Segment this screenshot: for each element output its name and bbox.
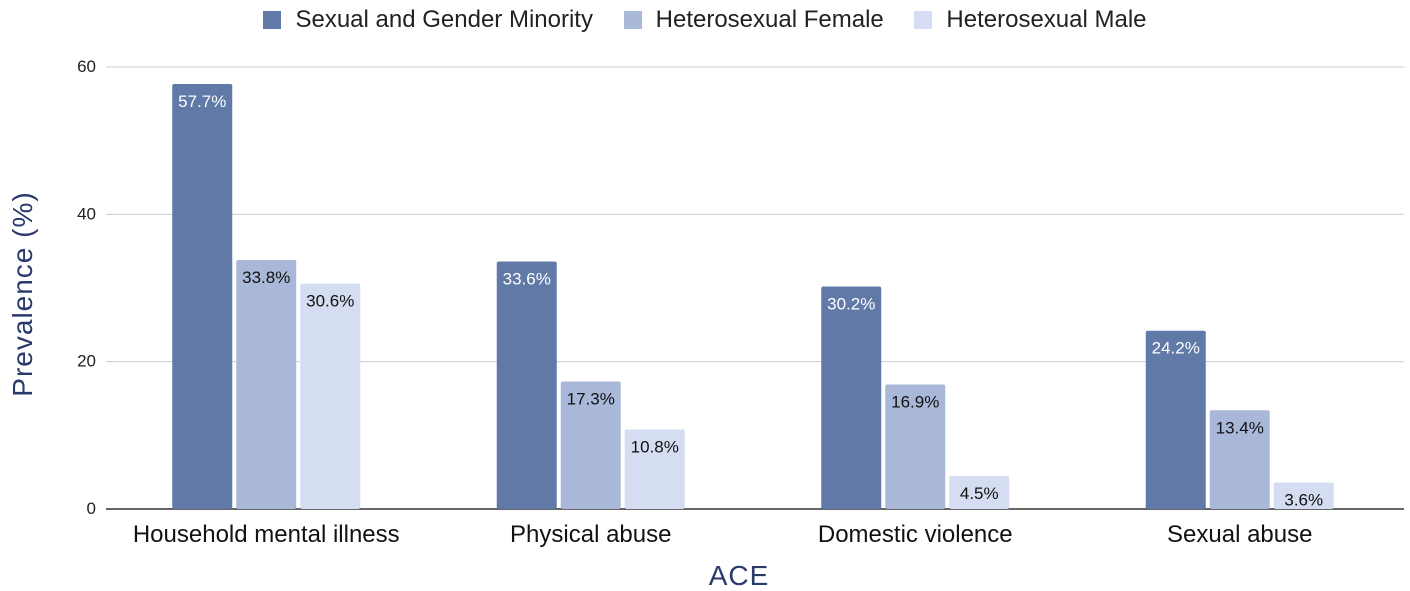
bar (885, 384, 946, 509)
data-label: 4.5% (960, 484, 999, 503)
data-label: 33.8% (242, 268, 290, 287)
legend-label-hetero-male: Heterosexual Male (946, 6, 1147, 33)
data-label: 10.8% (631, 437, 679, 456)
x-tick-label: Domestic violence (818, 521, 1013, 548)
bar (1145, 330, 1206, 509)
legend-swatch-hetero-male (914, 11, 933, 29)
legend-swatch-hetero-female (623, 11, 642, 29)
legend: Sexual and Gender Minority Heterosexual … (0, 6, 1410, 36)
data-label: 30.2% (827, 295, 875, 314)
bar (172, 83, 233, 510)
bar (949, 475, 1010, 509)
data-label: 3.6% (1284, 490, 1323, 509)
bar (300, 283, 361, 509)
legend-item-hetero-female: Heterosexual Female (623, 6, 884, 34)
bar (1209, 410, 1270, 509)
bar (624, 429, 685, 509)
legend-label-sgm: Sexual and Gender Minority (295, 6, 593, 33)
x-axis-title: ACE (709, 560, 770, 591)
y-tick-label: 0 (87, 499, 96, 518)
bars: 57.7% 33.8% 30.6% 33.6% 17.3% 10.8% 30.2% 16.9%… (172, 83, 1334, 510)
bar (821, 286, 882, 509)
x-tick-label: Household mental illness (133, 521, 400, 548)
y-tick-label: 40 (77, 204, 96, 223)
data-label: 24.2% (1152, 339, 1200, 358)
x-tick-label: Sexual abuse (1167, 521, 1312, 548)
y-axis-title: Prevalence (%) (7, 191, 38, 396)
legend-swatch-sgm (263, 11, 282, 29)
bar (1273, 482, 1334, 509)
bar (560, 381, 621, 509)
data-label: 17.3% (567, 390, 615, 409)
legend-item-sgm: Sexual and Gender Minority (263, 6, 593, 34)
bar (236, 260, 297, 509)
y-tick-label: 20 (77, 352, 96, 371)
bar (496, 261, 557, 509)
legend-label-hetero-female: Heterosexual Female (655, 6, 884, 33)
x-tick-label: Physical abuse (510, 521, 671, 548)
data-label: 16.9% (891, 393, 939, 412)
data-label: 13.4% (1216, 418, 1264, 437)
y-tick-label: 60 (77, 57, 96, 76)
data-label: 33.6% (503, 269, 551, 288)
legend-item-hetero-male: Heterosexual Male (914, 6, 1147, 34)
axis-ticks: 0 20 40 60 Household mental illness Physical … (77, 57, 1312, 548)
data-label: 30.6% (306, 292, 354, 311)
data-label: 57.7% (178, 92, 226, 111)
